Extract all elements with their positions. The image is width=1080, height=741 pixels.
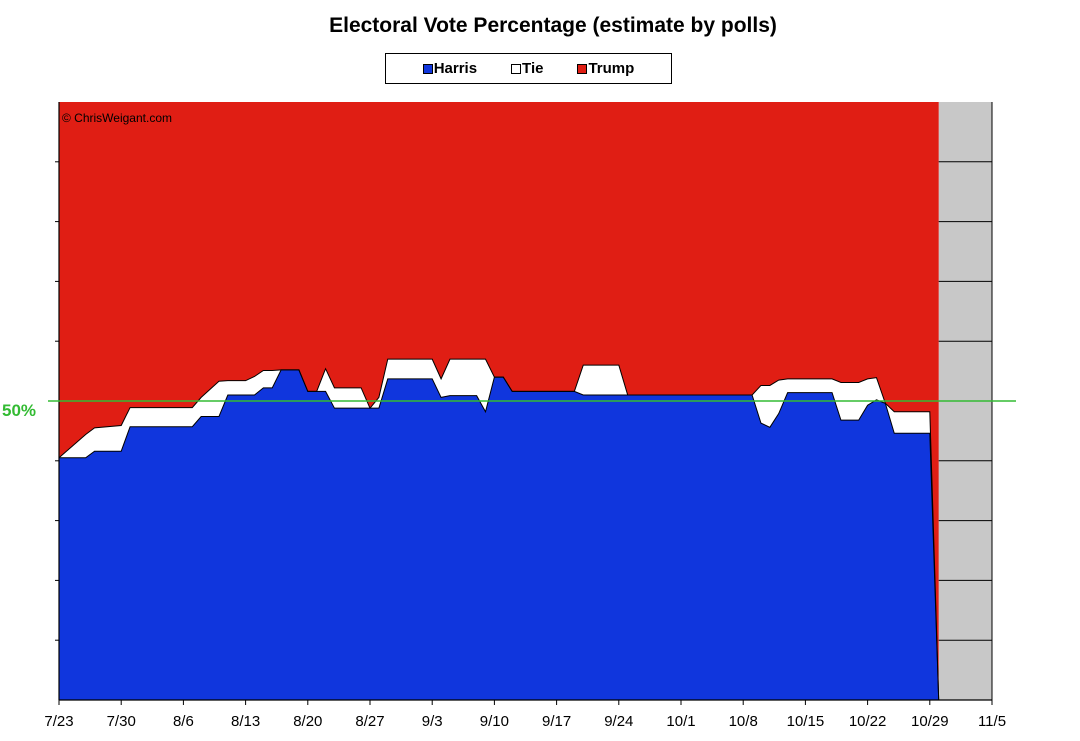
area-harris bbox=[59, 369, 939, 700]
legend-swatch-trump bbox=[577, 63, 588, 74]
x-tick-label: 10/22 bbox=[849, 713, 887, 730]
x-tick-label: 11/5 bbox=[978, 713, 1006, 730]
tick-labels: 7/23 7/30 8/6 8/13 8/20 8/27 9/3 9/10 9/17 9/24 10… bbox=[44, 713, 1006, 730]
x-tick-label: 9/24 bbox=[604, 713, 633, 730]
boundary-line-harris bbox=[59, 369, 940, 701]
legend-swatch-tie bbox=[511, 63, 522, 74]
x-tick-label: 9/3 bbox=[422, 713, 443, 730]
x-tick-label: 10/8 bbox=[729, 713, 758, 730]
watermark-text: © ChrisWeigant.com bbox=[62, 111, 172, 125]
legend-item-harris: Harris bbox=[422, 60, 478, 77]
x-tick-label: 9/10 bbox=[480, 713, 509, 730]
x-tick-label: 7/23 bbox=[44, 713, 73, 730]
x-tick-label: 8/6 bbox=[173, 713, 194, 730]
chart-title: Electoral Vote Percentage (estimate by p… bbox=[329, 14, 777, 37]
area-tie bbox=[59, 359, 939, 700]
axes bbox=[48, 102, 1016, 705]
boundary-line-tie bbox=[58, 358, 940, 701]
x-tick-label: 8/20 bbox=[293, 713, 322, 730]
legend-swatch-harris bbox=[422, 63, 433, 74]
legend-label-harris: Harris bbox=[433, 60, 478, 77]
x-tick-label: 9/17 bbox=[542, 713, 571, 730]
legend-label-tie: Tie bbox=[522, 60, 544, 77]
x-tick-label: 10/1 bbox=[666, 713, 695, 730]
area-trump bbox=[59, 102, 939, 700]
legend-item-trump: Trump bbox=[577, 60, 634, 77]
x-tick-label: 10/29 bbox=[911, 713, 949, 730]
fifty-percent-label: 50% bbox=[2, 401, 36, 420]
legend: Harris Tie Trump bbox=[385, 53, 672, 84]
legend-label-trump: Trump bbox=[588, 60, 635, 77]
x-tick-label: 8/13 bbox=[231, 713, 260, 730]
x-tick-label: 10/15 bbox=[787, 713, 825, 730]
legend-item-tie: Tie bbox=[511, 60, 543, 77]
x-tick-label: 7/30 bbox=[107, 713, 136, 730]
x-tick-label: 8/27 bbox=[355, 713, 384, 730]
